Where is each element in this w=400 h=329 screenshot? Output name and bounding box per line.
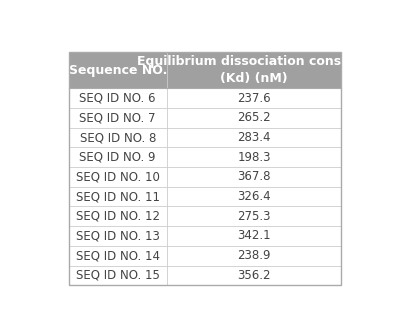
- Text: SEQ ID NO. 10: SEQ ID NO. 10: [76, 170, 160, 183]
- Bar: [69, 226, 341, 246]
- Bar: [69, 52, 341, 285]
- Text: 356.2: 356.2: [237, 269, 271, 282]
- Text: SEQ ID NO. 14: SEQ ID NO. 14: [76, 249, 160, 262]
- Text: SEQ ID NO. 7: SEQ ID NO. 7: [80, 111, 156, 124]
- Bar: [69, 52, 341, 88]
- Text: 198.3: 198.3: [237, 151, 271, 164]
- Text: SEQ ID NO. 8: SEQ ID NO. 8: [80, 131, 156, 144]
- Text: 326.4: 326.4: [237, 190, 271, 203]
- Text: 238.9: 238.9: [237, 249, 271, 262]
- Bar: [69, 246, 341, 266]
- Text: 342.1: 342.1: [237, 229, 271, 242]
- Text: SEQ ID NO. 6: SEQ ID NO. 6: [80, 91, 156, 105]
- Bar: [69, 147, 341, 167]
- Bar: [69, 206, 341, 226]
- Text: Sequence NO.: Sequence NO.: [68, 64, 167, 77]
- Text: SEQ ID NO. 9: SEQ ID NO. 9: [80, 151, 156, 164]
- Bar: [69, 128, 341, 147]
- Text: Equilibrium dissociation constant
(Kd) (nM): Equilibrium dissociation constant (Kd) (…: [138, 55, 371, 85]
- Text: SEQ ID NO. 12: SEQ ID NO. 12: [76, 210, 160, 223]
- Bar: [69, 167, 341, 187]
- Text: 237.6: 237.6: [237, 91, 271, 105]
- Text: SEQ ID NO. 15: SEQ ID NO. 15: [76, 269, 160, 282]
- Text: 367.8: 367.8: [237, 170, 271, 183]
- Text: SEQ ID NO. 13: SEQ ID NO. 13: [76, 229, 160, 242]
- Text: 265.2: 265.2: [237, 111, 271, 124]
- Text: 275.3: 275.3: [237, 210, 271, 223]
- Text: 283.4: 283.4: [237, 131, 271, 144]
- Bar: [69, 108, 341, 128]
- Bar: [69, 88, 341, 108]
- Bar: [69, 266, 341, 285]
- Text: SEQ ID NO. 11: SEQ ID NO. 11: [76, 190, 160, 203]
- Bar: [69, 187, 341, 206]
